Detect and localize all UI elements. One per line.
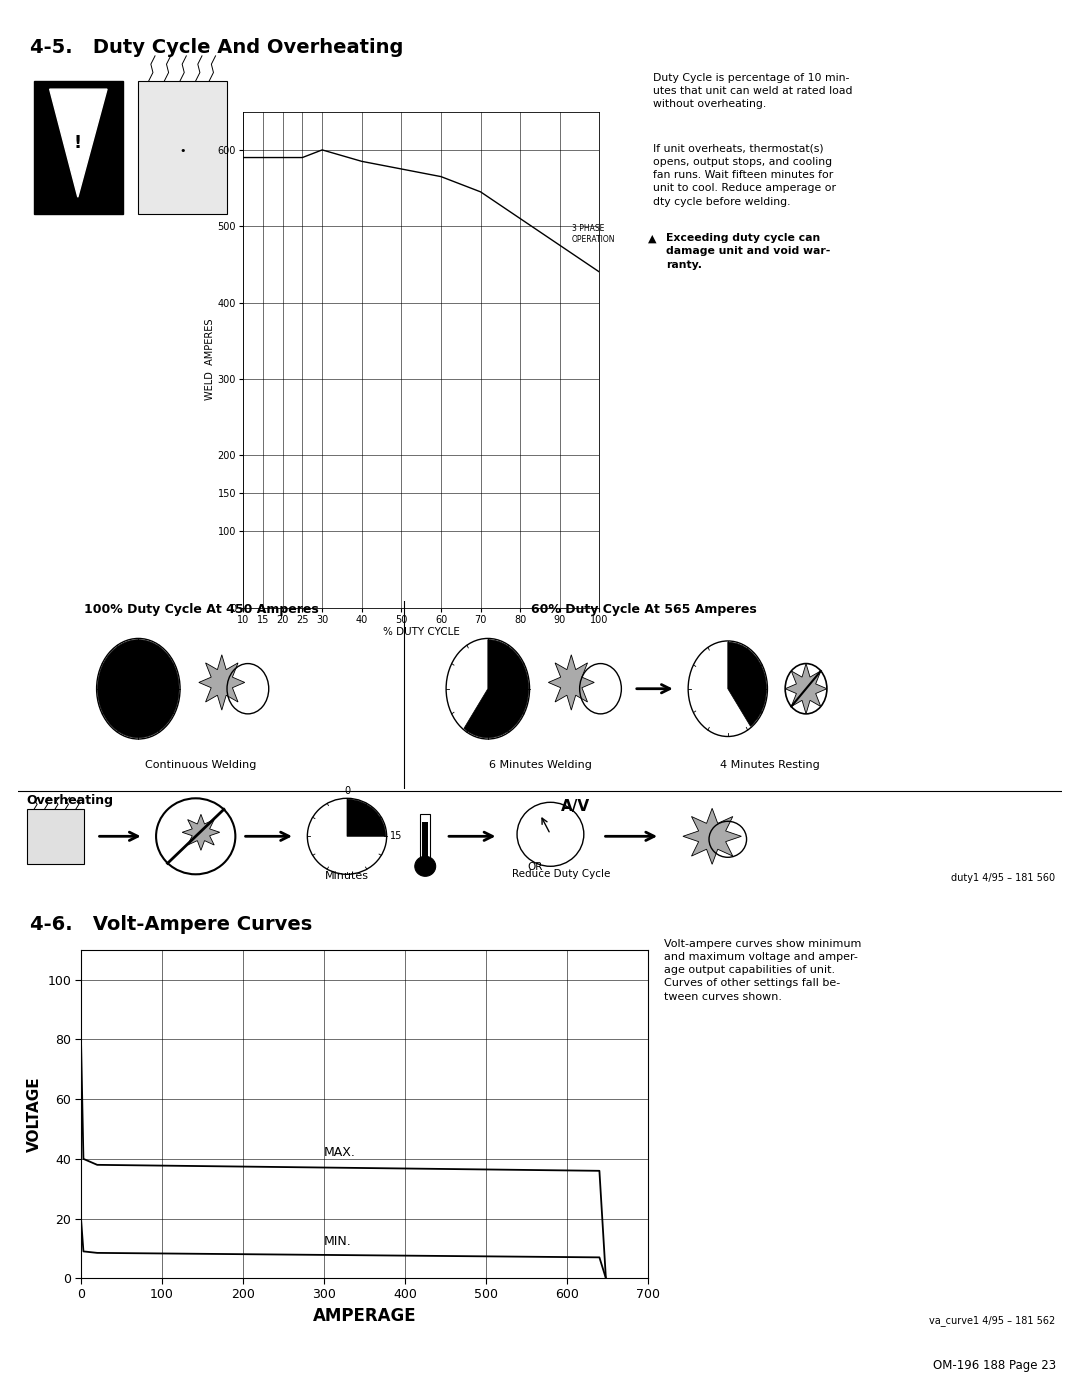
Polygon shape [183,814,219,851]
Text: 6 Minutes Welding: 6 Minutes Welding [488,760,592,771]
Text: A/V: A/V [561,799,590,814]
Bar [420,814,431,859]
Wedge shape [464,640,528,738]
Text: 4 Minutes Resting: 4 Minutes Resting [719,760,820,771]
Text: 0: 0 [343,787,350,796]
Text: Volt-ampere curves show minimum
and maximum voltage and amper-
age output capabi: Volt-ampere curves show minimum and maxi… [664,939,862,1002]
Text: Exceeding duty cycle can
damage unit and void war-
ranty.: Exceeding duty cycle can damage unit and… [666,233,831,270]
Text: 15: 15 [390,831,402,841]
Wedge shape [97,640,179,738]
Polygon shape [549,655,594,710]
Text: 3 PHASE
OPERATION: 3 PHASE OPERATION [571,224,616,244]
Wedge shape [728,643,767,726]
Polygon shape [785,664,827,714]
Text: ▲: ▲ [648,233,657,243]
X-axis label: % DUTY CYCLE: % DUTY CYCLE [382,627,460,637]
Bar [33,81,123,214]
Text: OM-196 188 Page 23: OM-196 188 Page 23 [933,1359,1056,1372]
Text: 4-6.   Volt-Ampere Curves: 4-6. Volt-Ampere Curves [30,915,312,935]
Text: Duty Cycle is percentage of 10 min-
utes that unit can weld at rated load
withou: Duty Cycle is percentage of 10 min- utes… [653,73,853,109]
Polygon shape [199,655,245,710]
Circle shape [415,856,435,876]
Wedge shape [347,799,386,837]
Text: If unit overheats, thermostat(s)
opens, output stops, and cooling
fan runs. Wait: If unit overheats, thermostat(s) opens, … [653,144,836,207]
Text: va_curve1 4/95 – 181 562: va_curve1 4/95 – 181 562 [929,1315,1055,1326]
Y-axis label: VOLTAGE: VOLTAGE [27,1076,42,1153]
Text: !: ! [73,134,82,152]
Text: Minutes: Minutes [325,872,369,882]
Bar [27,809,84,865]
Text: Continuous Welding: Continuous Welding [145,760,257,771]
Text: •: • [179,147,186,156]
Y-axis label: WELD  AMPERES: WELD AMPERES [205,319,215,401]
Text: 60% Duty Cycle At 565 Amperes: 60% Duty Cycle At 565 Amperes [531,604,757,616]
Text: MAX.: MAX. [324,1146,356,1160]
Polygon shape [50,89,107,197]
Text: 4-5.   Duty Cycle And Overheating: 4-5. Duty Cycle And Overheating [30,38,404,57]
Bar [422,823,429,858]
Text: Reduce Duty Cycle: Reduce Duty Cycle [512,869,610,879]
Polygon shape [683,809,741,865]
X-axis label: AMPERAGE: AMPERAGE [313,1306,416,1324]
Text: Overheating: Overheating [27,795,113,807]
Text: MIN.: MIN. [324,1235,352,1249]
Text: 100% Duty Cycle At 450 Amperes: 100% Duty Cycle At 450 Amperes [83,604,319,616]
Bar [138,81,227,214]
Text: OR: OR [527,862,542,872]
Text: duty1 4/95 – 181 560: duty1 4/95 – 181 560 [951,873,1055,883]
